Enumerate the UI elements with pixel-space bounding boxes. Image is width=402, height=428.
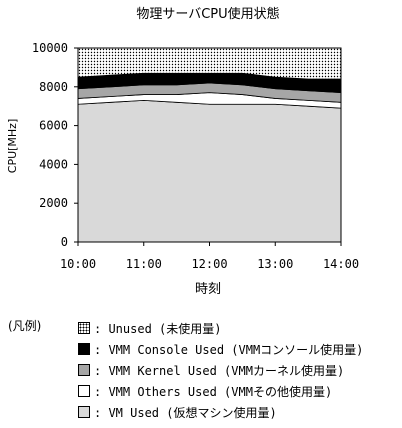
y-tick-label: 2000: [39, 196, 68, 210]
y-tick-label: 10000: [32, 41, 68, 55]
legend-item: : VM Used (仮想マシン使用量): [78, 403, 277, 421]
legend-label: : VMM Others Used (VMMその他使用量): [94, 384, 333, 399]
legend-label: : VMM Console Used (VMMコンソール使用量): [94, 342, 364, 357]
legend-item: : Unused (未使用量): [78, 319, 221, 337]
legend-swatch: [78, 385, 90, 397]
y-tick-label: 4000: [39, 157, 68, 171]
legend-swatch: [78, 364, 90, 376]
legend-swatch: [78, 343, 90, 355]
legend-item: : VMM Others Used (VMMその他使用量): [78, 382, 332, 400]
y-tick-label: 0: [61, 235, 68, 249]
y-tick-label: 6000: [39, 119, 68, 133]
legend-label: : VMM Kernel Used (VMMカーネル使用量): [94, 363, 345, 378]
legend-label: : Unused (未使用量): [94, 321, 222, 336]
chart-title: 物理サーバCPU使用状態: [136, 6, 279, 22]
stacked-area-chart: 物理サーバCPU使用状態 CPU[MHz] 時刻 0 2000 4000 6000 80…: [6, 6, 359, 297]
legend-item: : VMM Kernel Used (VMMカーネル使用量): [78, 361, 344, 379]
legend-title: (凡例): [8, 319, 42, 333]
x-tick-label: 13:00: [257, 257, 293, 271]
y-axis-label: CPU[MHz]: [6, 119, 19, 173]
x-axis-label: 時刻: [195, 282, 221, 297]
legend-label: : VM Used (仮想マシン使用量): [94, 405, 277, 420]
x-axis: 10:00 11:00 12:00 13:00 14:00: [60, 242, 359, 271]
y-axis: 0 2000 4000 6000 8000 10000: [32, 41, 78, 249]
x-tick-label: 12:00: [191, 257, 227, 271]
area-series-vm-used: [77, 99, 342, 243]
legend-swatch: [78, 406, 90, 418]
x-tick-label: 10:00: [60, 257, 96, 271]
y-tick-label: 8000: [39, 80, 68, 94]
series-areas: [77, 47, 342, 243]
legend-swatch: [78, 322, 90, 334]
x-tick-label: 11:00: [126, 257, 162, 271]
legend-item: : VMM Console Used (VMMコンソール使用量): [78, 340, 363, 358]
x-tick-label: 14:00: [323, 257, 359, 271]
